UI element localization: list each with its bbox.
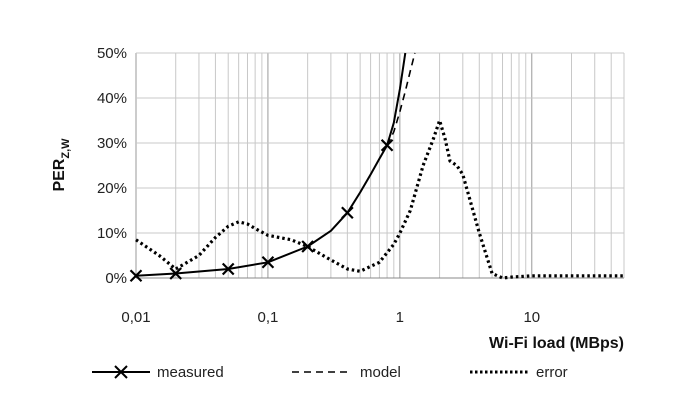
legend-item-error: error <box>470 364 568 381</box>
series-error-line <box>135 118 624 280</box>
series-measured-point <box>301 240 314 253</box>
series-measured-point <box>169 267 182 280</box>
y-tick-label: 40% <box>97 90 127 107</box>
legend-item-measured: measured <box>92 364 224 381</box>
y-tick-label: 30% <box>97 135 127 152</box>
series-layer <box>129 52 624 283</box>
x-tick-label: 10 <box>523 309 540 326</box>
series-model-line <box>386 52 416 146</box>
legend-item-model: model <box>292 364 401 381</box>
series-measured-point <box>221 262 235 276</box>
x-axis-label: Wi-Fi load (MBps) <box>489 335 624 352</box>
series-measured-point <box>341 206 354 220</box>
legend-label-error: error <box>536 364 568 381</box>
y-tick-label: 0% <box>105 270 127 287</box>
y-axis-label-sub: Z,W <box>60 138 72 159</box>
y-tick-label: 10% <box>97 225 127 242</box>
y-tick-label: 50% <box>97 45 127 62</box>
legend: measured model error <box>92 364 568 381</box>
x-tick-label: 0,01 <box>121 309 150 326</box>
legend-label-measured: measured <box>157 364 224 381</box>
grid <box>135 52 625 279</box>
series-measured-point <box>129 269 143 283</box>
legend-marker-measured <box>114 365 128 379</box>
y-axis-label: PERZ,W <box>51 138 72 192</box>
x-tick-label: 1 <box>396 309 404 326</box>
legend-label-model: model <box>360 364 401 381</box>
axis-labels: 0,01 0,1 1 10 0% 10% 20% 30% 40% 50% <box>97 45 540 326</box>
y-axis-label-main: PER <box>51 158 68 191</box>
svg-text:PERZ,W: PERZ,W <box>51 138 72 192</box>
series-measured-line <box>135 52 407 277</box>
series-measured-point <box>261 255 275 269</box>
x-tick-label: 0,1 <box>257 309 278 326</box>
y-tick-label: 20% <box>97 180 127 197</box>
